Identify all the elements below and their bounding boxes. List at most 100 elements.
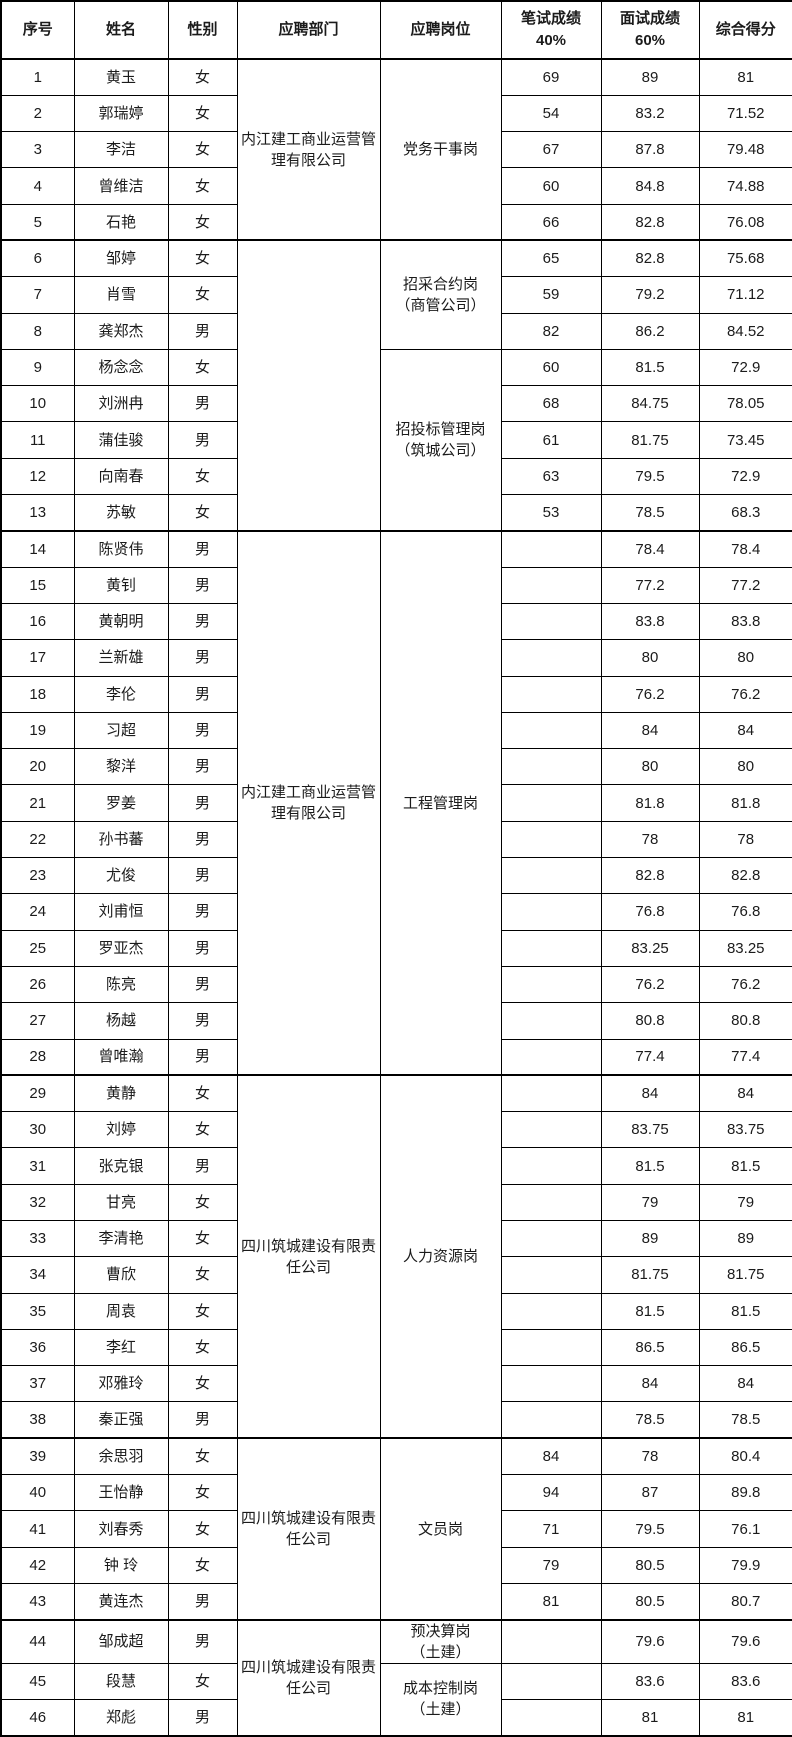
cell-name: 习超 <box>73 711 169 750</box>
cell-total-score: 72.9 <box>698 457 792 496</box>
cell-name: 黄钊 <box>73 566 169 604</box>
cell-interview-score: 87.8 <box>600 131 700 169</box>
cell-serial: 37 <box>0 1365 75 1403</box>
cell-written-score: 81 <box>500 1582 602 1621</box>
cell-interview-score: 84 <box>600 1365 700 1403</box>
cell-written-score: 67 <box>500 131 602 169</box>
cell-interview-score: 87 <box>600 1474 700 1512</box>
cell-serial: 24 <box>0 893 75 931</box>
cell-interview-score: 81 <box>600 1699 700 1737</box>
cell-serial: 22 <box>0 820 75 859</box>
table-row: 4 曾维洁女 60 84.8 74.88 <box>0 167 792 205</box>
table-row: 26 陈亮男 76.2 76.2 <box>0 965 792 1004</box>
header-row: 序号 姓名 性别 应聘部门 应聘岗位 笔试成绩 40% 面试成绩 60% 综合得分 <box>0 0 792 60</box>
table-row: 25 罗亚杰男 83.25 83.25 <box>0 929 792 967</box>
cell-serial: 21 <box>0 784 75 822</box>
table-row: 13 苏敏女 53 78.5 68.3 <box>0 494 792 532</box>
table-row: 39 余思羽女四川筑城建设有限责任公司 文员岗 84 78 80.4 <box>0 1437 792 1621</box>
cell-gender: 男 <box>167 312 238 350</box>
cell-total-score: 77.2 <box>698 566 792 604</box>
cell-department: 四川筑城建设有限责任公司 <box>236 1618 381 1737</box>
cell-interview-score: 80 <box>600 748 700 786</box>
cell-gender: 男 <box>167 675 238 713</box>
cell-gender: 女 <box>167 94 238 133</box>
cell-position: 招投标管理岗 （筑城公司） <box>379 348 502 532</box>
cell-gender: 女 <box>167 1183 238 1222</box>
table-row: 11 蒲佳骏男 61 81.75 73.45 <box>0 421 792 459</box>
cell-written-score <box>500 1002 602 1040</box>
table-header: 序号 姓名 性别 应聘部门 应聘岗位 笔试成绩 40% 面试成绩 60% 综合得分 <box>0 0 792 60</box>
cell-department: 内江建工商业运营管理有限公司 <box>236 58 381 241</box>
cell-serial: 12 <box>0 457 75 496</box>
cell-total-score: 79.9 <box>698 1546 792 1584</box>
cell-serial: 33 <box>0 1219 75 1258</box>
cell-name: 黄玉 <box>73 58 169 96</box>
cell-name: 向南春 <box>73 457 169 496</box>
cell-total-score: 83.75 <box>698 1111 792 1149</box>
table-row: 7 肖雪女 59 79.2 71.12 <box>0 276 792 314</box>
table-row: 31 张克银男 81.5 81.5 <box>0 1147 792 1185</box>
cell-written-score: 60 <box>500 348 602 387</box>
cell-gender: 男 <box>167 965 238 1004</box>
cell-gender: 男 <box>167 529 238 568</box>
cell-total-score: 84 <box>698 711 792 750</box>
cell-name: 曹欣 <box>73 1256 169 1294</box>
cell-written-score: 66 <box>500 203 602 241</box>
cell-position: 招采合约岗 （商管公司） <box>379 239 502 350</box>
cell-department: 内江建工商业运营管理有限公司 <box>236 529 381 1076</box>
cell-total-score: 78 <box>698 820 792 859</box>
cell-serial: 40 <box>0 1474 75 1512</box>
cell-written-score <box>500 529 602 568</box>
cell-interview-score: 80 <box>600 639 700 677</box>
table-row: 29 黄静女四川筑城建设有限责任公司 人力资源岗 84 84 <box>0 1074 792 1439</box>
cell-serial: 43 <box>0 1582 75 1621</box>
cell-total-score: 75.68 <box>698 239 792 278</box>
cell-gender: 女 <box>167 1328 238 1367</box>
cell-name: 甘亮 <box>73 1183 169 1222</box>
table-row: 19 习超男 84 84 <box>0 711 792 750</box>
cell-gender: 女 <box>167 1074 238 1113</box>
cell-written-score <box>500 820 602 859</box>
cell-total-score: 71.12 <box>698 276 792 314</box>
cell-interview-score: 82.8 <box>600 857 700 895</box>
table-row: 44 邹成超男四川筑城建设有限责任公司 预决算岗 （土建） 79.6 79.6 <box>0 1618 792 1737</box>
table-row: 2 郭瑞婷女 54 83.2 71.52 <box>0 94 792 133</box>
cell-written-score <box>500 1328 602 1367</box>
cell-name: 肖雪 <box>73 276 169 314</box>
cell-written-score <box>500 784 602 822</box>
cell-total-score: 81 <box>698 1699 792 1737</box>
cell-serial: 46 <box>0 1699 75 1737</box>
cell-total-score: 81.8 <box>698 784 792 822</box>
cell-serial: 19 <box>0 711 75 750</box>
cell-interview-score: 82.8 <box>600 203 700 241</box>
cell-written-score: 60 <box>500 167 602 205</box>
cell-serial: 31 <box>0 1147 75 1185</box>
cell-total-score: 83.8 <box>698 602 792 641</box>
cell-gender: 女 <box>167 1219 238 1258</box>
column-header-7: 面试成绩 60% <box>600 0 700 60</box>
cell-gender: 女 <box>167 167 238 205</box>
cell-serial: 23 <box>0 857 75 895</box>
cell-department <box>236 239 381 532</box>
cell-written-score <box>500 857 602 895</box>
cell-interview-score: 78.5 <box>600 494 700 532</box>
cell-serial: 3 <box>0 131 75 169</box>
cell-total-score: 80.4 <box>698 1437 792 1476</box>
cell-interview-score: 80.8 <box>600 1002 700 1040</box>
column-header-5: 应聘岗位 <box>379 0 502 60</box>
cell-name: 余思羽 <box>73 1437 169 1476</box>
cell-written-score <box>500 566 602 604</box>
cell-interview-score: 83.6 <box>600 1662 700 1701</box>
cell-gender: 男 <box>167 1401 238 1439</box>
cell-position: 预决算岗 （土建） <box>379 1618 502 1664</box>
cell-serial: 30 <box>0 1111 75 1149</box>
cell-serial: 25 <box>0 929 75 967</box>
cell-interview-score: 76.2 <box>600 965 700 1004</box>
cell-written-score <box>500 929 602 967</box>
table-row: 14 陈贤伟男内江建工商业运营管理有限公司 工程管理岗 78.4 78.4 <box>0 529 792 1076</box>
cell-interview-score: 76.8 <box>600 893 700 931</box>
cell-total-score: 80 <box>698 639 792 677</box>
cell-gender: 男 <box>167 748 238 786</box>
cell-interview-score: 83.2 <box>600 94 700 133</box>
cell-total-score: 76.1 <box>698 1510 792 1548</box>
